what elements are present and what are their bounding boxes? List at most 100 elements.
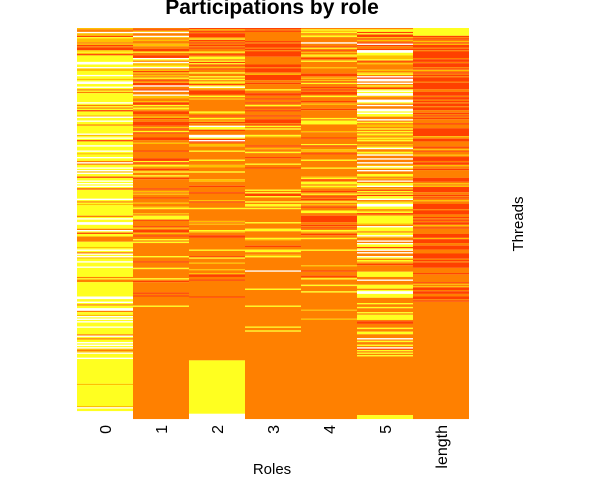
heatmap-cell [189,47,245,49]
heatmap-cell [77,305,133,309]
heatmap-cell [357,91,413,94]
heatmap-cell [357,227,413,232]
heatmap-cell [413,214,469,218]
heatmap-cell [189,235,245,238]
heatmap-cell [245,206,301,208]
heatmap-cell [357,128,413,130]
heatmap-cell [245,197,301,202]
heatmap-cell [189,33,245,38]
heatmap-cell [357,241,413,244]
heatmap-cell [133,60,189,62]
heatmap-cell [301,197,357,199]
heatmap-cell [189,56,245,60]
heatmap-cell [77,349,133,352]
heatmap-cell [245,119,301,124]
heatmap-cell [413,291,469,294]
heatmap-cell [77,153,133,155]
heatmap-cell [133,168,189,171]
heatmap-cell [413,162,469,165]
heatmap-cell [189,297,245,361]
heatmap-cell [77,154,133,158]
heatmap-cell [189,257,245,259]
heatmap-cell [133,179,189,189]
heatmap-cell [133,35,189,38]
heatmap-cell [77,107,133,109]
heatmap-cell [77,184,133,186]
heatmap-cell [133,193,189,195]
heatmap-cell [357,232,413,236]
heatmap-cell [301,202,357,204]
heatmap-cell [301,185,357,188]
heatmap-cell [301,210,357,214]
heatmap-cell [357,108,413,112]
heatmap-cell [245,64,301,68]
heatmap-cell [357,52,413,56]
heatmap-cell [189,51,245,53]
heatmap-cell [77,44,133,47]
heatmap-cell [77,338,133,340]
heatmap-cell [77,64,133,68]
heatmap-cell [133,125,189,128]
heatmap-cell [357,226,413,228]
heatmap-cell [301,56,357,59]
heatmap-cell [77,37,133,39]
heatmap-cell [77,42,133,44]
heatmap-cell [77,241,133,248]
heatmap-cell [357,327,413,330]
heatmap-cell [413,47,469,49]
heatmap-cell [357,34,413,38]
heatmap-cell [133,261,189,263]
heatmap-cell [77,348,133,350]
heatmap-cell [245,151,301,154]
heatmap-cell [413,43,469,45]
heatmap-cell [77,216,133,219]
heatmap-cell [357,149,413,152]
heatmap-cell [133,90,189,92]
heatmap-cell [301,76,357,78]
heatmap-cell [77,301,133,304]
heatmap-cell [413,151,469,155]
heatmap-cell [357,176,413,178]
heatmap-cell [77,219,133,223]
heatmap-cell [301,151,357,154]
heatmap-cell [245,201,301,203]
heatmap-cell [301,275,357,277]
heatmap-cell [357,187,413,189]
heatmap-cell [77,342,133,344]
heatmap-cell [133,117,189,120]
heatmap-cell [77,35,133,38]
heatmap-cell [133,190,189,193]
heatmap-cell [413,289,469,292]
heatmap-cell [133,128,189,130]
heatmap-cell [189,73,245,77]
heatmap-cell [189,360,245,414]
heatmap-cell [133,108,189,111]
heatmap-cell [357,90,413,92]
heatmap-cell [357,202,413,204]
heatmap-cell [301,132,357,138]
heatmap-cell [189,89,245,91]
heatmap-cell [301,110,357,118]
heatmap-cell [301,91,357,95]
heatmap-cell [413,138,469,142]
heatmap-cell [301,124,357,132]
heatmap-cell [245,106,301,108]
heatmap-cell [357,334,413,339]
heatmap-cell [77,231,133,233]
heatmap-cell [413,237,469,240]
heatmap-cell [77,203,133,206]
heatmap-cell [301,51,357,53]
heatmap-cell [245,89,301,91]
heatmap-cell [77,121,133,125]
heatmap-cell [301,28,357,30]
heatmap-cell [357,276,413,280]
heatmap-cell [357,189,413,191]
heatmap-cell [357,164,413,167]
heatmap-cell [357,289,413,292]
heatmap-cell [189,31,245,34]
heatmap-cell [357,231,413,233]
heatmap-cell [133,94,189,96]
heatmap-cell [77,252,133,254]
heatmap-column-length [413,28,469,420]
heatmap-cell [133,59,189,61]
